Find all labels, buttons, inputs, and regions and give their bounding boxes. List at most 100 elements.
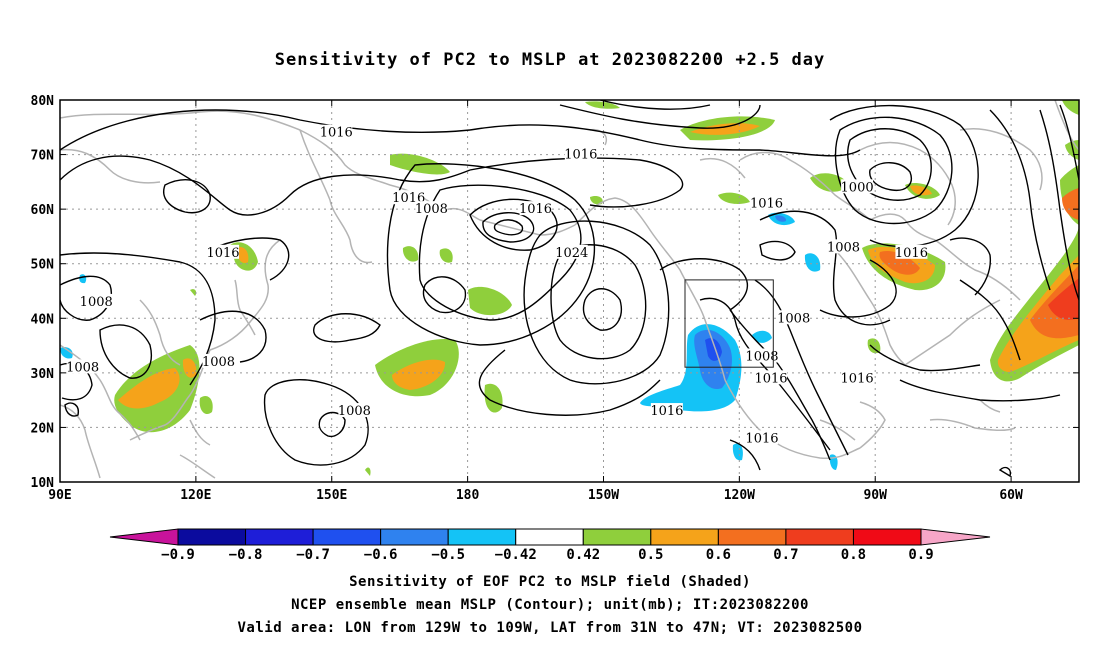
contour-label: 1016 bbox=[895, 246, 928, 261]
contour-label-bg bbox=[895, 244, 928, 259]
plot-frame bbox=[59, 99, 1080, 483]
contour-label: 1016 bbox=[841, 371, 874, 386]
lon-label: 180 bbox=[456, 488, 480, 503]
colorbar-swatch bbox=[650, 528, 719, 546]
contour-labels: 1016 1016 1016 1008 1016 1016 1000 1024 1016 1008… bbox=[66, 124, 928, 446]
contour-label-bg bbox=[415, 201, 448, 216]
colorbar-label: 0.6 bbox=[706, 547, 731, 563]
contour-label-bg bbox=[827, 239, 860, 254]
lat-label: 60N bbox=[31, 203, 55, 218]
shade-orange bbox=[690, 123, 760, 135]
contour-label: 1000 bbox=[841, 180, 874, 195]
shade-orange bbox=[392, 359, 446, 390]
contour-label-bg bbox=[745, 348, 778, 363]
chart-title: Sensitivity of PC2 to MSLP at 2023082200… bbox=[274, 50, 826, 70]
contour-label: 1016 bbox=[754, 371, 787, 386]
shade-green bbox=[199, 395, 213, 415]
contour-label-bg bbox=[841, 179, 874, 194]
contour-label-bg bbox=[392, 190, 425, 205]
lon-label: 120E bbox=[180, 488, 211, 503]
shade-green bbox=[468, 286, 512, 316]
colorbar-high-triangle bbox=[920, 528, 991, 546]
shade-green bbox=[439, 248, 453, 263]
shade-green bbox=[1065, 140, 1079, 160]
contour-label-bg bbox=[777, 310, 810, 325]
sensitivity-shading bbox=[60, 100, 1079, 476]
contour-label-bg bbox=[202, 353, 235, 368]
contour-label: 1008 bbox=[66, 360, 99, 375]
lon-label: 90W bbox=[863, 488, 887, 503]
colorbar-swatch bbox=[515, 528, 584, 546]
contour-label: 1016 bbox=[206, 246, 239, 261]
contour-label-bg bbox=[650, 403, 683, 418]
lat-label: 10N bbox=[31, 476, 55, 491]
shade-green bbox=[718, 192, 750, 204]
shade-orange bbox=[879, 250, 920, 275]
shade-green bbox=[365, 467, 371, 476]
colorbar-swatch bbox=[785, 528, 854, 546]
contour-label: 1008 bbox=[415, 202, 448, 217]
lon-label: 60W bbox=[999, 488, 1023, 503]
colorbar-swatch bbox=[177, 528, 247, 546]
contour-label-bg bbox=[745, 430, 778, 445]
contour-label: 1016 bbox=[745, 431, 778, 446]
caption-shaded: Sensitivity of EOF PC2 to MSLP field (Sh… bbox=[349, 574, 751, 590]
shade-green bbox=[810, 173, 850, 192]
shade-green bbox=[867, 338, 881, 354]
colorbar-label: 0.5 bbox=[638, 547, 663, 563]
valid-area-box bbox=[684, 279, 774, 368]
shade-green bbox=[402, 246, 419, 262]
shade-orange bbox=[1062, 188, 1079, 220]
contour-label: 1008 bbox=[745, 349, 778, 364]
contour-label: 1008 bbox=[777, 311, 810, 326]
shade-green bbox=[190, 289, 197, 296]
colorbar-label: −0.42 bbox=[495, 547, 537, 563]
colorbar-low-triangle bbox=[109, 528, 179, 546]
colorbar-label: −0.8 bbox=[229, 547, 263, 563]
contour-label: 1016 bbox=[564, 148, 597, 163]
colorbar-label: −0.9 bbox=[161, 547, 195, 563]
lon-label: 90E bbox=[48, 488, 71, 503]
shade-blue bbox=[79, 274, 87, 284]
lon-label: 150W bbox=[588, 488, 619, 503]
shade-green bbox=[1062, 100, 1079, 115]
contour-label-bg bbox=[555, 244, 588, 259]
colorbar-swatch bbox=[245, 528, 314, 546]
contour-label-bg bbox=[519, 201, 552, 216]
lon-label: 120W bbox=[724, 488, 755, 503]
contour-label: 1008 bbox=[80, 295, 113, 310]
colorbar-swatch bbox=[852, 528, 922, 546]
lat-label: 40N bbox=[31, 312, 55, 327]
colorbar-label: 0.9 bbox=[908, 547, 933, 563]
shade-blue bbox=[60, 347, 73, 359]
colorbar-swatch bbox=[717, 528, 787, 546]
colorbar-label: 0.8 bbox=[841, 547, 866, 563]
colorbar: −0.9 −0.8 −0.7 −0.6 −0.5 −0.42 0.42 0.5 0.6 0.7 0.… bbox=[109, 528, 991, 563]
shade-green bbox=[484, 383, 503, 413]
caption-contour: NCEP ensemble mean MSLP (Contour); unit(… bbox=[291, 597, 809, 613]
contour-label: 1008 bbox=[202, 355, 235, 370]
colorbar-label: −0.6 bbox=[364, 547, 398, 563]
contour-label: 1016 bbox=[519, 202, 552, 217]
shade-blue bbox=[732, 443, 743, 461]
contour-label: 1008 bbox=[827, 240, 860, 255]
contour-label-bg bbox=[207, 244, 240, 259]
contour-label-bg bbox=[755, 370, 788, 385]
shade-orange bbox=[236, 246, 249, 264]
shade-green bbox=[585, 101, 620, 109]
shade-orange bbox=[910, 185, 932, 196]
contour-label-bg bbox=[564, 146, 597, 161]
lon-label: 150E bbox=[316, 488, 347, 503]
lat-label: 20N bbox=[31, 421, 55, 436]
mslp-contours bbox=[60, 100, 1079, 478]
contour-label: 1008 bbox=[338, 404, 371, 419]
contour-label-bg bbox=[66, 359, 99, 374]
colorbar-label: 0.42 bbox=[566, 547, 600, 563]
contour-label-bg bbox=[80, 293, 113, 308]
contour-label-bg bbox=[841, 370, 874, 385]
colorbar-label: −0.7 bbox=[296, 547, 330, 563]
shade-orange bbox=[118, 368, 180, 409]
contour-label-bg bbox=[338, 403, 371, 418]
caption-valid-area: Valid area: LON from 129W to 109W, LAT f… bbox=[237, 620, 863, 636]
